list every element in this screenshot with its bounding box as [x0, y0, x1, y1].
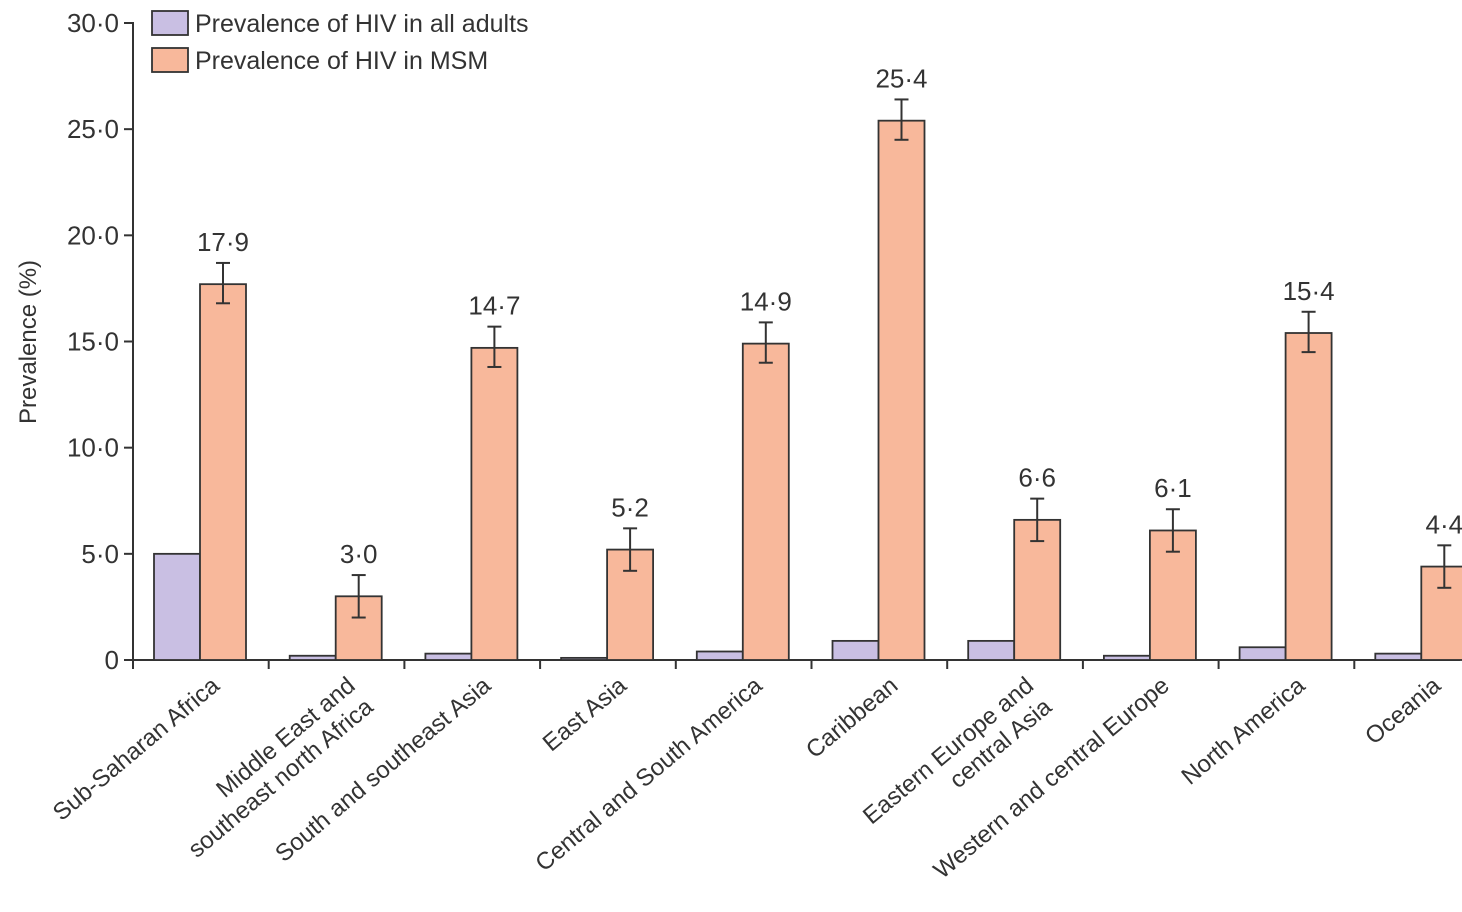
data-label-msm: 6·6: [1018, 463, 1056, 493]
legend-swatch-all-adults: [151, 10, 189, 36]
error-bars: [216, 98, 1452, 619]
x-tick-label: Sub-Saharan Africa: [48, 671, 225, 826]
bar-msm: [1284, 332, 1333, 661]
x-tick-label: Central and South America: [530, 671, 768, 876]
y-tick-label: 15·0: [67, 327, 119, 357]
y-tick-label: 25·0: [67, 114, 119, 144]
bar-msm: [741, 342, 790, 661]
x-tick-label: Caribbean: [801, 672, 903, 764]
y-tick-label: 5·0: [81, 539, 119, 569]
bar-all-adults: [1103, 654, 1151, 661]
bar-all-adults: [967, 639, 1016, 661]
bar-all-adults: [695, 650, 744, 661]
bar-all-adults: [288, 654, 337, 661]
bar-all-adults: [424, 652, 473, 661]
bar-all-adults: [560, 656, 608, 661]
data-label-msm: 14·9: [740, 286, 792, 316]
bar-msm: [199, 283, 247, 661]
x-tick-label: Oceania: [1360, 671, 1446, 750]
legend-swatch-msm: [151, 47, 189, 73]
data-label-msm: 17·9: [197, 227, 249, 257]
x-tick-label: North America: [1176, 672, 1310, 791]
data-labels: 17·9 3·0 14·7 5·2 14·9 25·4 6·6 6·1 15·4 4·4: [197, 63, 1462, 569]
data-label-msm: 6·1: [1154, 473, 1192, 503]
data-label-msm: 5·2: [611, 492, 649, 522]
data-label-msm: 15·4: [1283, 276, 1335, 306]
data-label-msm: 3·0: [340, 539, 378, 569]
bar-all-adults: [831, 639, 880, 661]
bar-msm: [1420, 565, 1462, 661]
series-all-adults: [153, 552, 1423, 661]
y-tick-label: 30·0: [67, 8, 119, 38]
y-tick-label: 0: [105, 645, 119, 675]
series-msm: [199, 119, 1462, 661]
data-label-msm: 25·4: [875, 63, 927, 93]
y-tick-label: 20·0: [67, 220, 119, 250]
data-label-msm: 4·4: [1426, 509, 1462, 539]
data-label-msm: 14·7: [468, 291, 520, 321]
bar-all-adults: [1238, 646, 1287, 661]
legend: Prevalence of HIV in all adults Prevalen…: [151, 10, 529, 75]
bar-all-adults: [153, 552, 201, 661]
y-tick-label: 10·0: [67, 433, 119, 463]
bar-msm: [877, 119, 926, 661]
legend-label-msm: Prevalence of HIV in MSM: [195, 47, 488, 75]
bar-msm: [470, 346, 519, 661]
y-axis-label: Prevalence (%): [15, 260, 42, 424]
legend-label-all-adults: Prevalence of HIV in all adults: [195, 10, 529, 38]
bar-all-adults: [1374, 652, 1423, 661]
x-tick-label: East Asia: [538, 671, 633, 756]
